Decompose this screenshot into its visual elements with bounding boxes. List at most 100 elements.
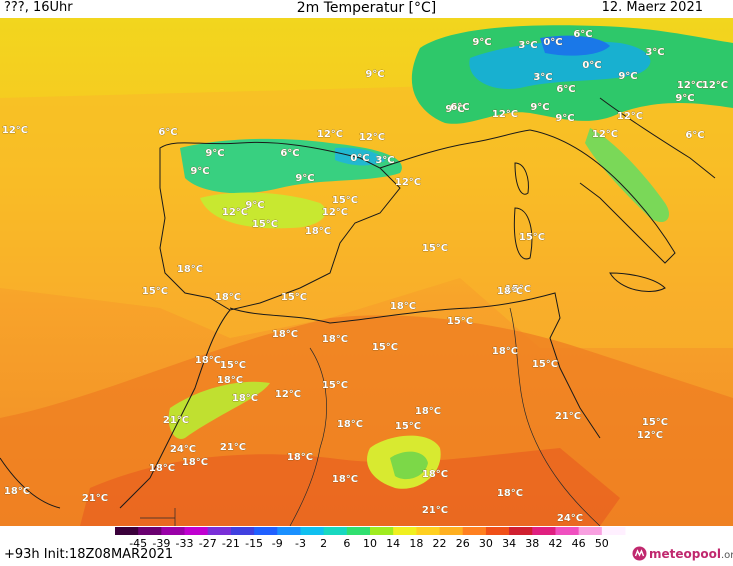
- color-scale-tick-label: -45: [129, 537, 147, 549]
- temperature-label: 9°C: [205, 148, 224, 159]
- temperature-label: 3°C: [518, 40, 537, 51]
- temperature-label: 3°C: [533, 72, 552, 83]
- canary-region-line: [0, 457, 61, 509]
- temperature-label: 3°C: [375, 155, 394, 166]
- temperature-label: 3°C: [645, 47, 664, 58]
- temperature-labels: 9°C 3°C 0°C6°C3°C9°C0°C3°C6°C9°C 9°C6°C9°C9…: [2, 29, 729, 525]
- temperature-label: 9°C: [555, 113, 574, 124]
- meteopool-logo-icon: [632, 546, 647, 561]
- temperature-label: 18°C: [177, 264, 203, 275]
- temperature-label: 0°C: [582, 60, 601, 71]
- color-scale-swatch: [115, 527, 139, 535]
- color-scale-tick-label: -27: [199, 537, 217, 549]
- forecast-date: 12. Maerz 2021: [601, 0, 703, 15]
- temperature-label: 18°C: [149, 463, 175, 474]
- color-scale-tick-label: 46: [572, 537, 586, 549]
- color-scale-tick-label: 26: [456, 537, 470, 549]
- temperature-label: 18°C: [232, 393, 258, 404]
- run-info: +93h Init:18Z08MAR2021: [4, 547, 174, 562]
- temperature-label: 18°C: [182, 457, 208, 468]
- temperature-label: 18°C: [390, 301, 416, 312]
- temperature-label: 6°C: [685, 130, 704, 141]
- temperature-label: 0°C: [350, 153, 369, 164]
- color-scale-tick-label: 38: [525, 537, 539, 549]
- color-scale-swatch: [532, 527, 556, 535]
- temperature-label: 18°C: [195, 355, 221, 366]
- french-coastline: [379, 129, 531, 169]
- temperature-label: 18°C: [322, 334, 348, 345]
- temperature-label: 9°C: [618, 71, 637, 82]
- color-scale-tick-label: 18: [409, 537, 423, 549]
- algeria-morocco-border: [289, 347, 327, 526]
- temperature-label: 12°C: [592, 129, 618, 140]
- temperature-label: 21°C: [163, 415, 189, 426]
- temperature-label: 6°C: [556, 84, 575, 95]
- temperature-label: 18°C: [287, 452, 313, 463]
- color-scale-swatch: [230, 527, 255, 535]
- color-scale-swatch: [184, 527, 209, 535]
- temperature-label: 18°C: [497, 286, 523, 297]
- temperature-label: 6°C: [573, 29, 592, 40]
- mediterranean-temp-band: [0, 78, 733, 348]
- color-scale-tick-label: -39: [152, 537, 170, 549]
- run-hour-label: ???, 16Uhr: [4, 0, 73, 15]
- temperature-label: 6°C: [450, 102, 469, 113]
- temperature-label: 0°C: [543, 37, 562, 48]
- temperature-label: 6°C: [280, 148, 299, 159]
- temperature-label: 15°C: [505, 284, 531, 295]
- temperature-label: 12°C: [637, 430, 663, 441]
- color-scale-swatch: [601, 527, 626, 535]
- color-scale-tick-label: -3: [295, 537, 306, 549]
- color-scale-tick-label: -9: [272, 537, 283, 549]
- temperature-label: 15°C: [220, 360, 246, 371]
- temperature-label: 18°C: [337, 419, 363, 430]
- italian-coastline: [529, 129, 676, 264]
- temperature-label: 9°C: [295, 173, 314, 184]
- color-scale-tick-label: -21: [222, 537, 240, 549]
- color-scale-tick-label: 14: [386, 537, 400, 549]
- color-scale-swatch: [578, 527, 603, 535]
- color-scale-swatch: [138, 527, 162, 535]
- temperature-label: 15°C: [532, 359, 558, 370]
- temperature-label: 18°C: [332, 474, 358, 485]
- temperature-label: 9°C: [365, 69, 384, 80]
- temperature-label: 18°C: [497, 488, 523, 499]
- temperature-label: 9°C: [472, 37, 491, 48]
- temperature-label: 9°C: [445, 104, 464, 115]
- color-scale-tick-label: 34: [502, 537, 516, 549]
- temperature-label: 9°C: [245, 200, 264, 211]
- corsica-outline: [514, 162, 529, 195]
- color-scale-bar: [115, 527, 626, 535]
- atlas-cool-zone: [168, 381, 270, 439]
- temperature-label: 15°C: [322, 380, 348, 391]
- algeria-libya-border: [509, 307, 601, 526]
- temperature-label: 12°C: [395, 177, 421, 188]
- temperature-label: 18°C: [422, 469, 448, 480]
- temperature-label: 12°C: [222, 207, 248, 218]
- color-scale-swatch: [323, 527, 348, 535]
- color-scale-tick-label: -33: [176, 537, 194, 549]
- temperature-label: 18°C: [415, 406, 441, 417]
- iberian-plateau-cool: [200, 192, 326, 229]
- temperature-label: 18°C: [305, 226, 331, 237]
- temperature-label: 12°C: [359, 132, 385, 143]
- temperature-label: 21°C: [220, 442, 246, 453]
- color-scale-swatch: [161, 527, 186, 535]
- alps-coldest-zone: [469, 41, 651, 89]
- atlantic-african-coastline: [119, 309, 231, 509]
- color-scale-swatch: [346, 527, 371, 535]
- temperature-label: 9°C: [675, 93, 694, 104]
- color-scale-swatch: [555, 527, 580, 535]
- temperature-label: 18°C: [215, 292, 241, 303]
- temperature-label: 15°C: [252, 219, 278, 230]
- color-scale-swatch: [509, 527, 533, 535]
- color-scale-legend: -45 -39 -33 -27 -21 -15 -9 -3 2 6 10 14 18 22 26 30 34 38…: [115, 527, 626, 549]
- color-scale-swatch: [439, 527, 464, 535]
- temperature-label: 15°C: [281, 292, 307, 303]
- temperature-label: 12°C: [677, 80, 703, 91]
- temperature-label: 15°C: [447, 316, 473, 327]
- temperature-label: 15°C: [422, 243, 448, 254]
- temperature-label: 21°C: [422, 505, 448, 516]
- pyrenees-coldest-zone: [335, 147, 385, 166]
- temperature-label: 21°C: [555, 411, 581, 422]
